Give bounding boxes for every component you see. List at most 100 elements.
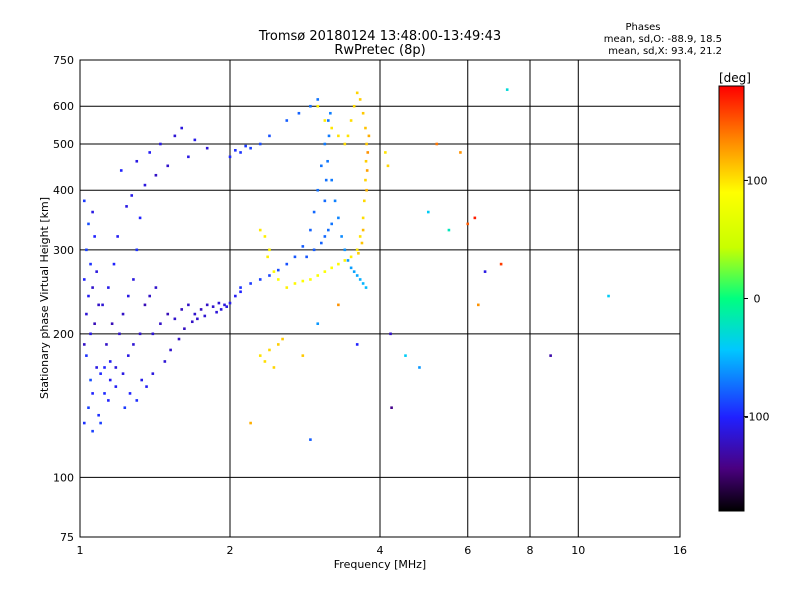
data-point xyxy=(323,142,327,146)
data-point xyxy=(268,348,271,352)
data-point xyxy=(355,248,359,252)
data-point xyxy=(108,378,112,382)
data-point xyxy=(114,366,118,369)
data-point xyxy=(215,310,218,314)
data-point xyxy=(349,255,353,259)
data-point xyxy=(239,290,242,294)
data-point xyxy=(145,385,148,388)
colorbar-tick-label: 0 xyxy=(754,293,761,306)
data-point xyxy=(93,322,96,326)
data-point xyxy=(193,138,197,142)
data-point xyxy=(607,294,610,298)
x-tick-label: 8 xyxy=(527,544,534,557)
data-point xyxy=(549,354,552,357)
data-point xyxy=(297,111,301,115)
data-point xyxy=(352,270,356,273)
data-point xyxy=(426,210,430,214)
data-point xyxy=(355,343,359,346)
data-point xyxy=(126,294,130,298)
data-point xyxy=(337,262,340,266)
data-point xyxy=(459,151,462,154)
x-tick-label: 10 xyxy=(571,544,585,557)
data-point xyxy=(361,216,365,220)
data-point xyxy=(301,279,305,283)
data-point xyxy=(228,301,232,305)
data-point xyxy=(148,294,152,298)
data-point xyxy=(384,151,387,154)
data-point xyxy=(337,216,340,220)
data-point xyxy=(91,429,94,433)
data-point xyxy=(268,274,271,277)
y-tick-label: 600 xyxy=(53,100,74,113)
data-point xyxy=(357,251,360,255)
data-point xyxy=(123,406,127,410)
data-point xyxy=(309,104,312,108)
data-point xyxy=(358,278,362,281)
data-point xyxy=(87,222,90,226)
data-point xyxy=(329,111,332,115)
colorbar-tick-label: 100 xyxy=(747,174,768,187)
x-tick-label: 1 xyxy=(77,544,84,557)
data-point xyxy=(309,278,312,281)
data-point xyxy=(361,228,365,232)
data-point xyxy=(266,255,269,259)
x-axis-label: Frequency [MHz] xyxy=(334,558,426,571)
data-point xyxy=(301,245,305,248)
data-point xyxy=(85,354,88,357)
data-point xyxy=(309,228,312,232)
data-point xyxy=(82,343,86,346)
data-point xyxy=(121,372,125,375)
data-point xyxy=(316,104,320,108)
data-point xyxy=(337,134,340,138)
y-tick-label: 300 xyxy=(53,244,74,257)
data-point xyxy=(159,142,162,146)
x-tick-label: 16 xyxy=(673,544,687,557)
data-point xyxy=(95,270,98,273)
data-point xyxy=(87,406,90,410)
data-point xyxy=(249,282,252,285)
data-point xyxy=(89,262,92,266)
stats-header: Phases xyxy=(625,22,660,33)
data-point xyxy=(108,360,112,363)
data-point xyxy=(305,255,308,259)
data-point xyxy=(285,262,289,266)
data-point xyxy=(166,164,170,168)
data-point xyxy=(135,159,139,163)
data-point xyxy=(349,119,353,122)
data-point xyxy=(367,134,371,138)
data-point xyxy=(203,314,207,318)
data-point xyxy=(173,134,177,138)
data-point xyxy=(177,337,181,341)
data-point xyxy=(293,282,297,285)
data-point xyxy=(364,126,367,130)
data-point xyxy=(505,88,509,91)
data-point xyxy=(173,317,177,321)
data-point xyxy=(249,421,252,425)
data-point xyxy=(119,169,123,172)
data-point xyxy=(91,286,94,289)
data-point xyxy=(180,308,184,311)
chart-title: Tromsø 20180124 13:48:00-13:49:43 xyxy=(258,29,501,44)
data-point xyxy=(205,303,209,307)
data-point xyxy=(132,343,135,346)
data-point xyxy=(316,274,320,277)
y-tick-label: 200 xyxy=(53,328,74,341)
data-point xyxy=(447,228,451,232)
data-point xyxy=(499,262,503,266)
data-point xyxy=(276,278,280,281)
data-point xyxy=(483,270,487,273)
data-point xyxy=(285,119,289,122)
x-tick-label: 6 xyxy=(464,544,471,557)
data-point xyxy=(138,332,142,336)
data-point xyxy=(180,126,184,130)
data-point xyxy=(343,142,347,146)
y-tick-label: 500 xyxy=(53,138,74,151)
data-point xyxy=(190,320,194,324)
data-point xyxy=(148,151,152,154)
data-point xyxy=(95,366,98,369)
data-point xyxy=(258,278,262,281)
data-point xyxy=(199,308,203,311)
data-point xyxy=(309,438,312,441)
data-point xyxy=(323,270,327,273)
